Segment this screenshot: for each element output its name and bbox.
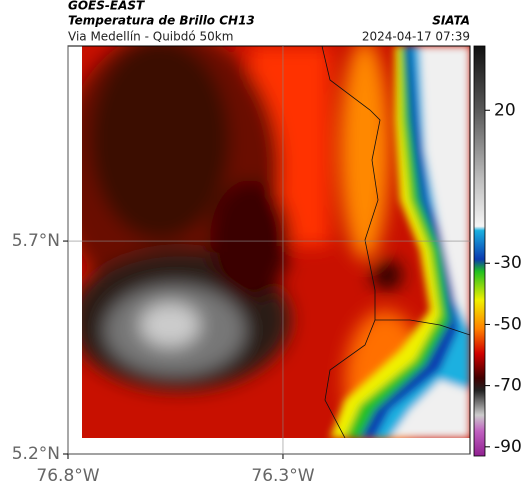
colorbar-label: -50 — [494, 314, 522, 334]
colorbar-label: 20 — [494, 100, 516, 120]
colorbar — [473, 45, 486, 457]
source: SIATA — [432, 14, 470, 28]
colorbar-label: -90 — [494, 437, 522, 457]
dynamic-layer: 76.8°W 76.3°W 5.7°N 5.2°N 20 -30 -50 -70 -90 — [12, 46, 522, 486]
satellite-image — [82, 46, 470, 438]
x-tick-label: 76.3°W — [251, 466, 314, 486]
satellite: GOES-EAST — [68, 0, 145, 13]
colorbar-label: -30 — [494, 253, 522, 273]
y-tick-label: 5.7°N — [12, 231, 60, 251]
route: Via Medellín - Quibdó 50km — [68, 30, 233, 44]
colorbar-label: -70 — [494, 376, 522, 396]
x-tick-label: 76.8°W — [36, 466, 99, 486]
y-tick-label: 5.2°N — [12, 444, 60, 464]
product: Temperatura de Brillo CH13 — [68, 14, 255, 28]
datetime: 2024-04-17 07:39 — [362, 30, 470, 44]
